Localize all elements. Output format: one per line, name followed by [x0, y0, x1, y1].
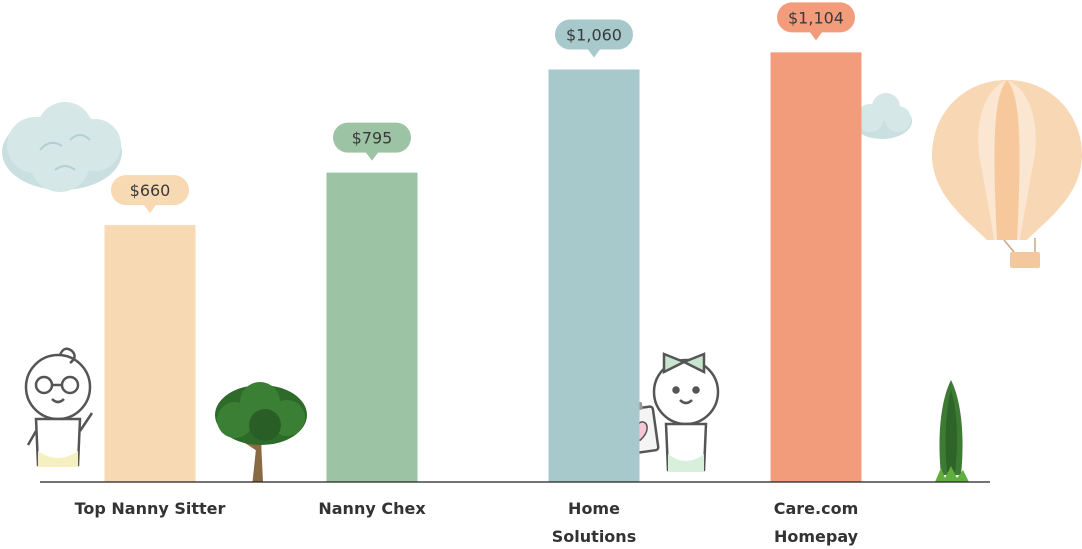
value-callout — [333, 122, 411, 161]
category-label: Homepay — [774, 527, 859, 546]
value-label: $795 — [352, 129, 393, 148]
cloud-icon — [2, 102, 122, 192]
bar — [770, 52, 862, 482]
bar — [104, 225, 196, 482]
value-label: $1,104 — [788, 8, 844, 27]
baby-boy-icon — [24, 347, 94, 467]
category-label: Top Nanny Sitter — [75, 499, 226, 518]
cypress-tree-icon — [935, 380, 969, 482]
category-label: Nanny Chex — [318, 499, 426, 518]
bar — [548, 69, 640, 482]
value-callout — [555, 19, 633, 58]
value-callout — [111, 175, 189, 214]
tree-icon — [215, 382, 307, 483]
value-label: $660 — [130, 181, 171, 200]
cloud-icon — [852, 93, 912, 139]
category-label: Care.com — [774, 499, 859, 518]
category-label: Home — [568, 499, 620, 518]
bar — [326, 172, 418, 482]
value-label: $1,060 — [566, 25, 622, 44]
hot-air-balloon-icon — [932, 80, 1082, 268]
baby-girl-icon — [652, 352, 720, 472]
category-label: Solutions — [552, 527, 636, 546]
value-callout — [777, 2, 856, 41]
